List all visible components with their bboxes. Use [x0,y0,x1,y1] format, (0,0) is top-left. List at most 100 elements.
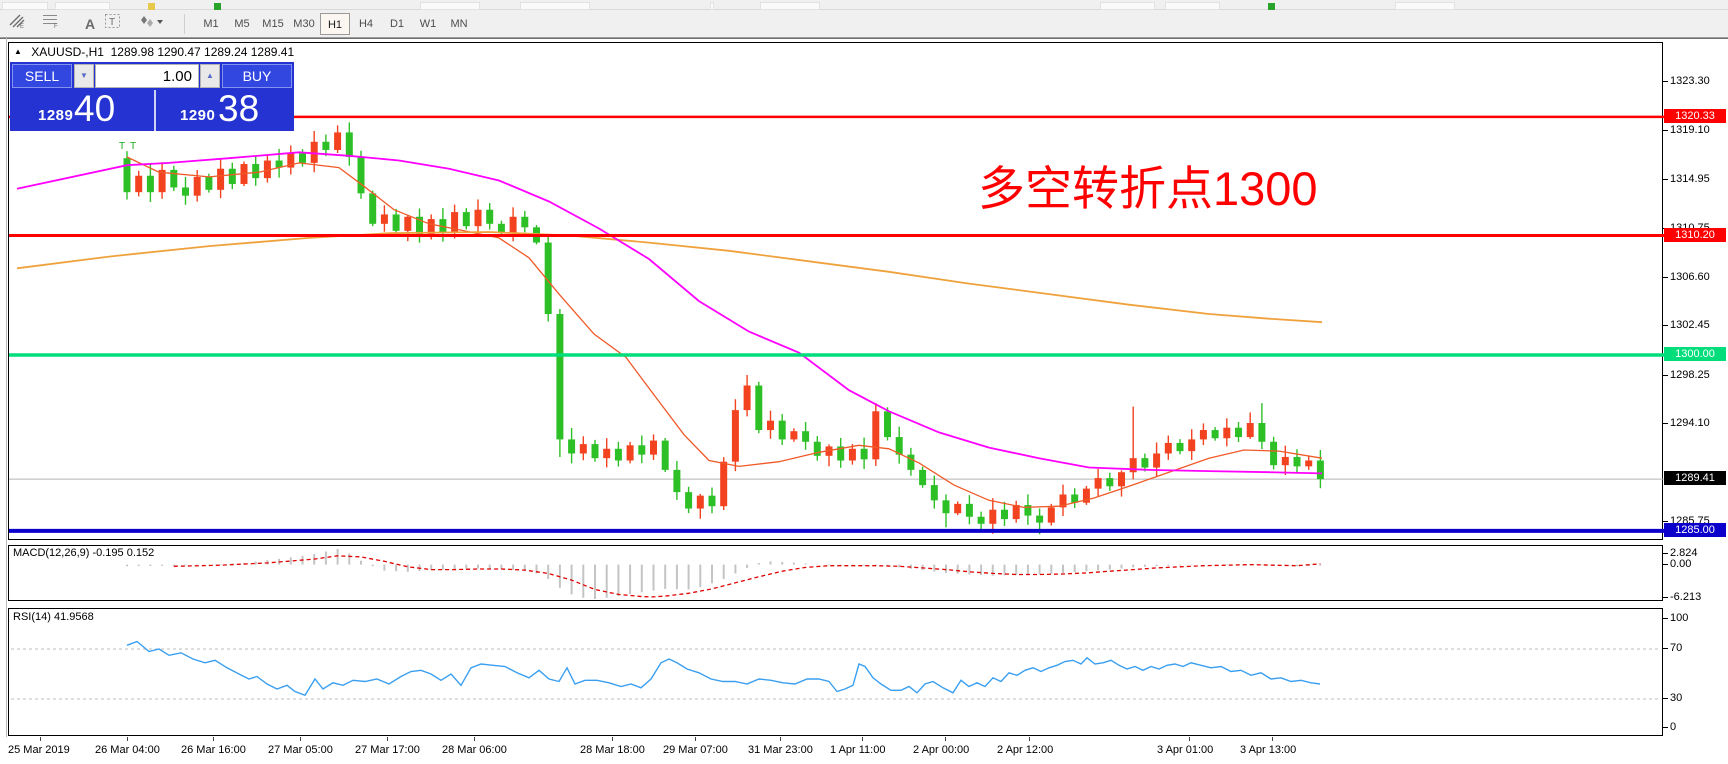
timeframe-button-h1[interactable]: H1 [320,13,350,35]
buy-button[interactable]: BUY [222,64,292,88]
rsi-pane[interactable] [8,608,1663,736]
text-label-icon[interactable]: A [84,16,96,32]
candle-up [790,431,798,440]
price-axis-label: 1306.60 [1670,270,1710,283]
candle-up [1199,430,1207,440]
candle-down [392,214,400,231]
candle-down [322,141,330,150]
timeframe-button-m30[interactable]: M30 [293,18,315,30]
price-tick [1663,325,1668,327]
price-axis-label: 1314.95 [1670,172,1710,185]
price-tick [1663,81,1668,83]
autotrade-icon[interactable] [214,3,221,10]
timeframe-button-mn[interactable]: MN [450,18,468,30]
candle-down [462,212,470,227]
time-tick [213,737,214,741]
candle-up [954,503,962,514]
chart-annotation-text: 多空转折点1300 [978,162,1318,215]
rsi-label: RSI(14) 41.9568 [13,611,94,623]
rsi-axis-label: 30 [1670,692,1683,704]
collapse-triangle-icon[interactable]: ▲ [14,47,22,56]
new-order-icon[interactable] [148,3,155,10]
level-price-badge: 1300.00 [1664,347,1726,362]
price-tick [1663,178,1668,180]
macd-axis-label: 0.00 [1670,557,1692,570]
macd-axis-label: -6.213 [1670,591,1702,603]
candle-down [182,187,189,196]
volume-input[interactable] [95,64,199,88]
objects-list-icon[interactable] [138,13,174,35]
level-price-badge: 1285.00 [1664,522,1726,537]
top-toolbar-clipped [0,0,1728,10]
candle-down [544,242,552,315]
price-tick [1663,727,1668,728]
toolbar-box [760,2,820,10]
candle-down [1270,441,1278,466]
candle-up [509,216,517,234]
candle-up [848,448,856,461]
candle-down [1293,456,1301,467]
candle-up [451,212,459,233]
text-box-icon[interactable]: T [104,13,132,35]
time-axis[interactable]: 25 Mar 2019 26 Mar 04:00 26 Mar 16:00 27 Ma… [0,737,1728,764]
draw-lines-icon[interactable]: E [8,13,36,35]
candle-up [989,509,997,524]
candle-down [123,158,131,193]
candle-down [638,445,646,455]
candle-down [416,216,423,236]
macd-pane[interactable] [8,545,1663,601]
volume-decrease-button[interactable]: ▼ [74,64,94,88]
candle-down [930,485,938,501]
volume-increase-button[interactable]: ▲ [200,64,220,88]
timeframe-button-d1[interactable]: D1 [389,18,405,30]
time-axis-label: 31 Mar 23:00 [748,744,813,756]
sell-button[interactable]: SELL [12,64,72,88]
candle-up [217,168,225,190]
time-axis-label: 26 Mar 04:00 [95,744,160,756]
toolbar-box [1165,2,1220,10]
time-tick [862,737,863,741]
time-tick [300,737,301,741]
price-tick [1663,648,1668,649]
candle-up [872,411,880,460]
rsi-chart [11,640,1660,700]
ohlc-values: 1289.98 1290.47 1289.24 1289.41 [110,45,295,59]
candle-down [170,169,178,188]
price-tick [1663,276,1668,278]
candle-up [1082,488,1090,503]
buy-price-big: 38 [218,88,260,129]
candle-up [1047,507,1055,523]
rsi-axis-label: 100 [1670,612,1689,624]
candle-down [860,448,868,460]
candle-down [252,164,260,179]
candle-down [965,503,973,517]
candle-down [614,448,622,461]
price-tick [1663,618,1668,619]
timeframe-button-h4[interactable]: H4 [358,18,374,30]
candle-up [1246,423,1254,438]
time-axis-label: 2 Apr 12:00 [997,744,1054,756]
timeframe-button-m15[interactable]: M15 [262,18,284,30]
time-tick [695,737,696,741]
timeframe-button-m5[interactable]: M5 [234,18,250,30]
price-axis-label: 1319.10 [1670,124,1710,137]
timeframe-button-w1[interactable]: W1 [419,18,437,30]
candle-down [439,219,447,233]
candle-up [696,495,704,509]
price-axis-label: 1323.30 [1670,75,1710,88]
price-tick [1663,374,1668,376]
candle-down [1258,423,1266,442]
buy-price-box[interactable]: 1290 38 [154,88,292,131]
candle-down [708,495,716,507]
time-axis-label: 2 Apr 00:00 [913,744,970,756]
candle-up [1281,456,1289,466]
candle-up [731,410,739,462]
sell-price-box[interactable]: 1289 40 [12,88,150,131]
timeframe-button-m1[interactable]: M1 [203,18,219,30]
candle-up [1188,439,1196,452]
candle-up [380,214,388,224]
status-icon [1268,3,1275,10]
price-tick [1663,521,1668,523]
grid-icon[interactable]: F [42,13,70,35]
time-tick [780,737,781,741]
